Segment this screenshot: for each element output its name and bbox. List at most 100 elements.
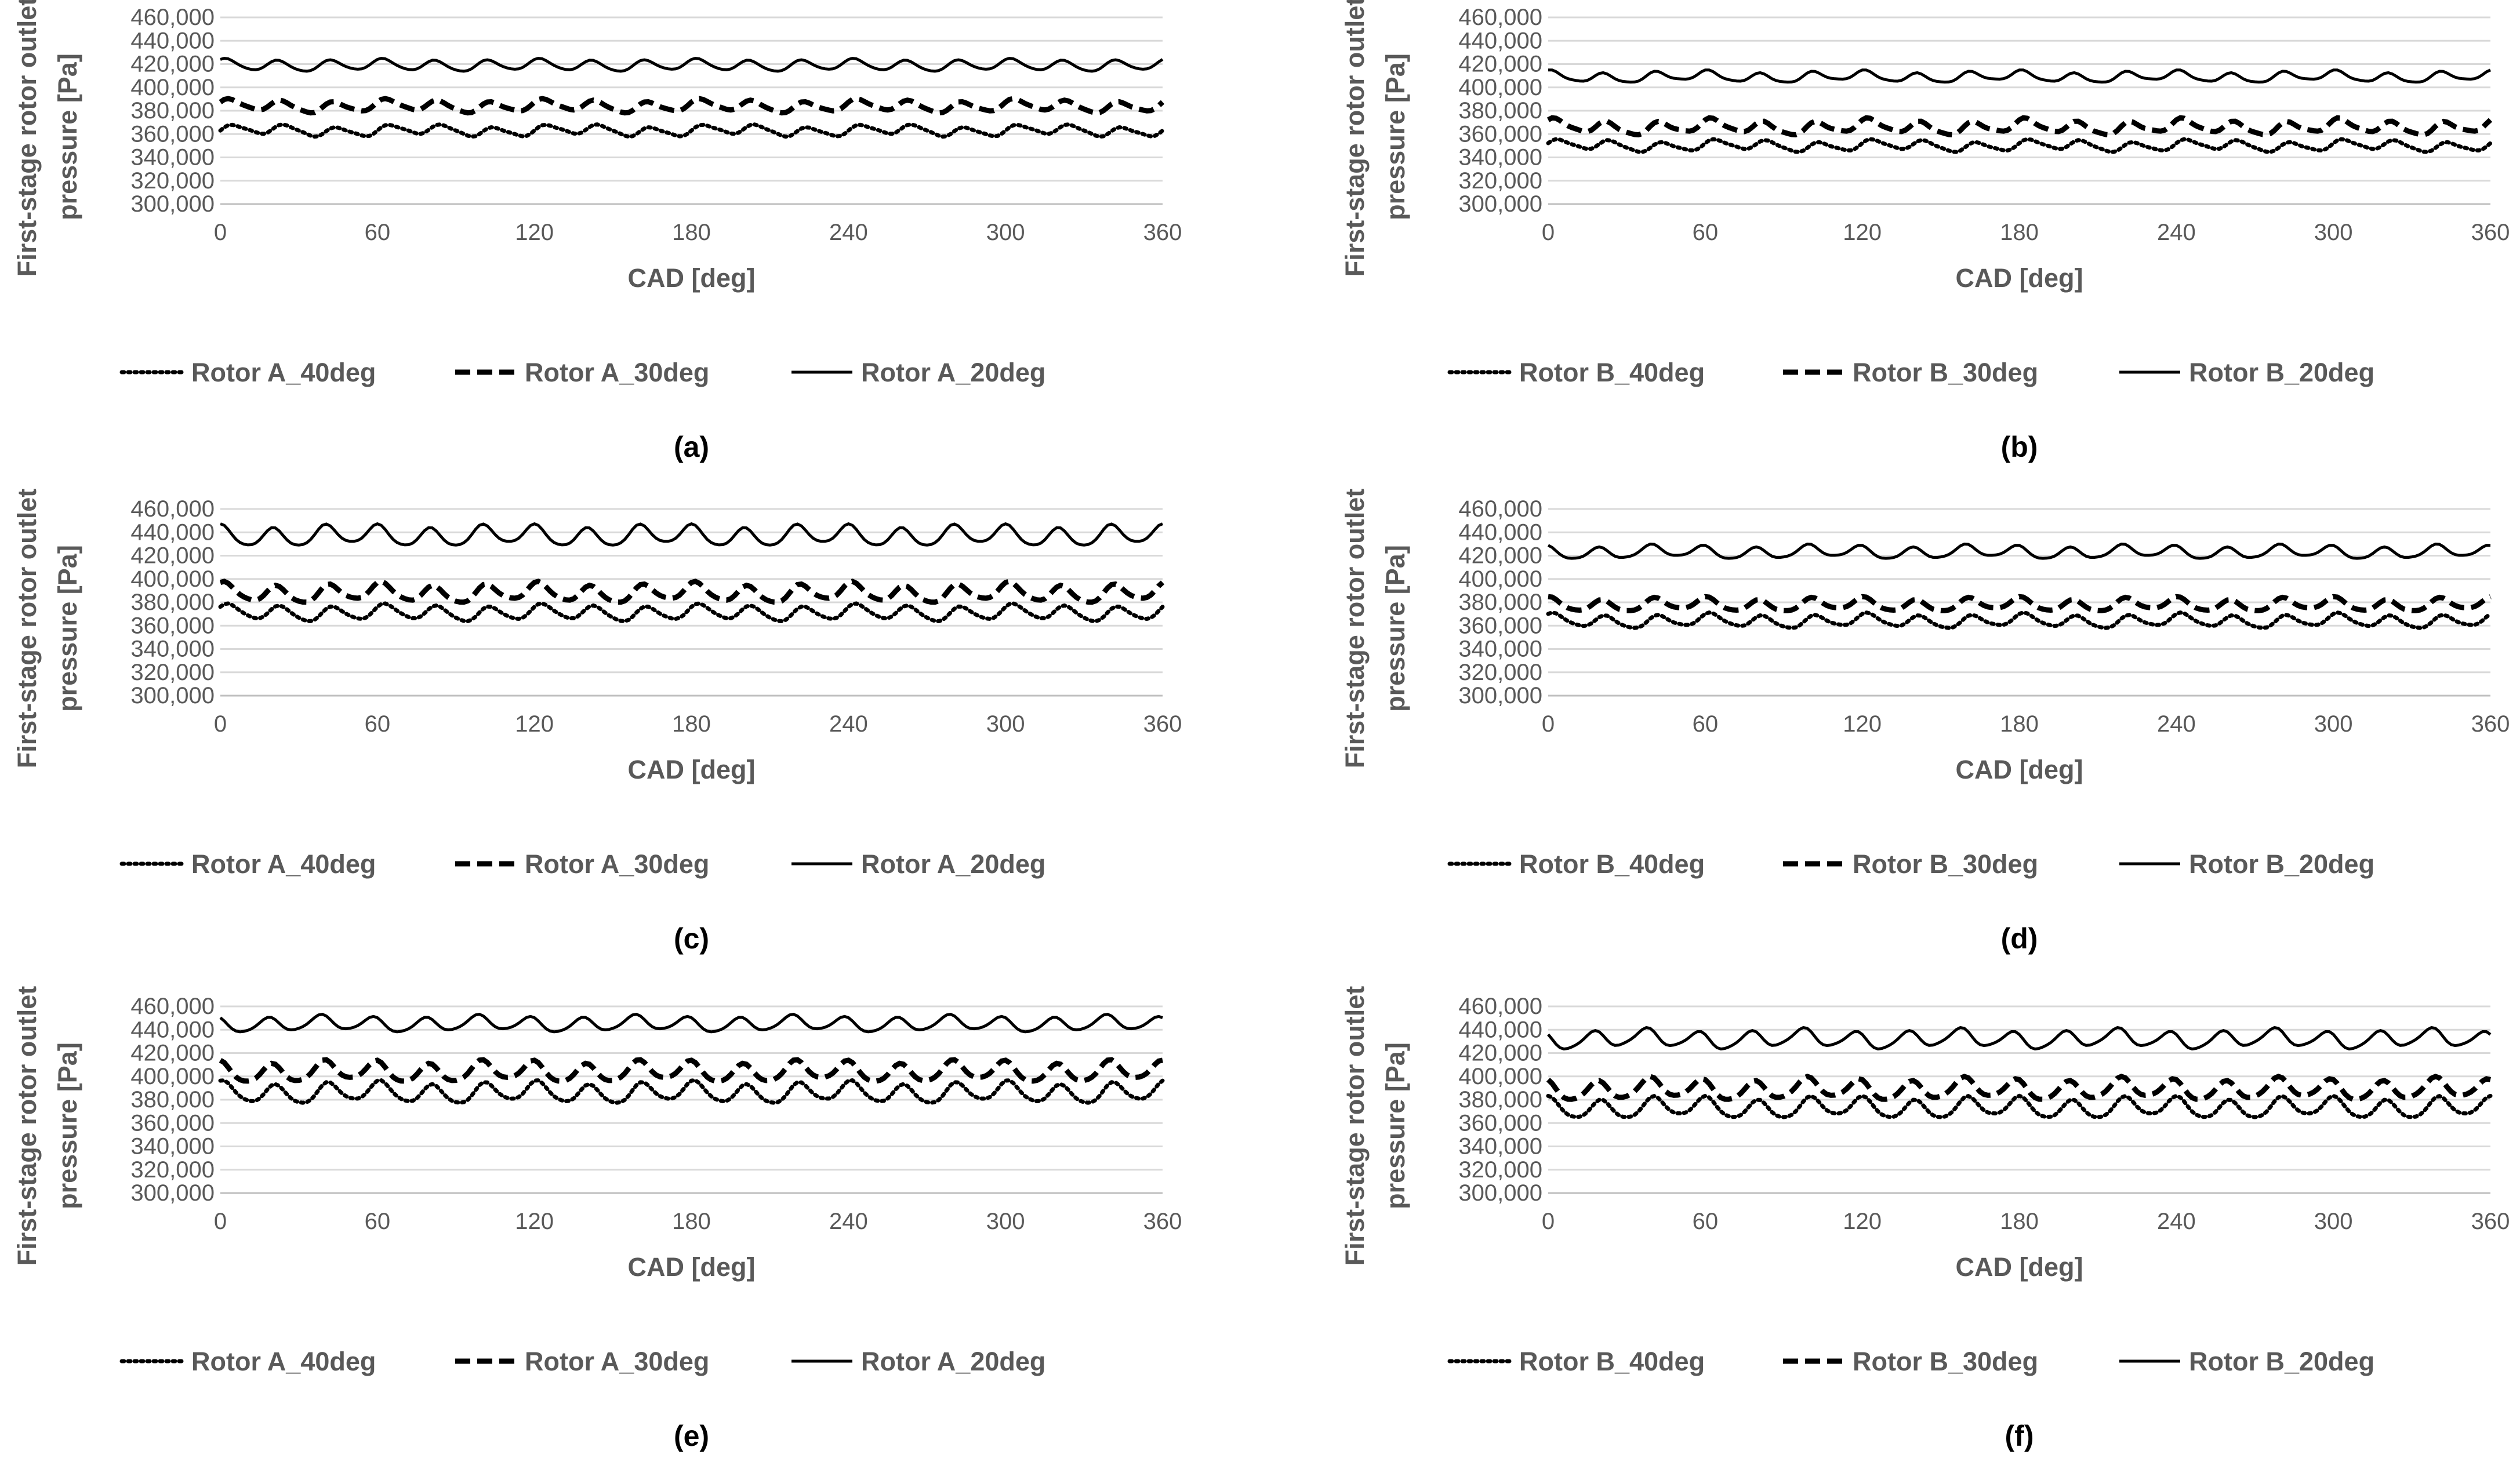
series-line-rotor-a-20deg — [220, 522, 1163, 547]
series-line-rotor-a-40deg — [218, 601, 1165, 624]
series-line-rotor-a-20deg — [219, 1013, 1163, 1034]
y-tick-label: 460,000 — [130, 5, 215, 30]
y-tick-label: 460,000 — [130, 994, 215, 1019]
y-axis-title-line-1: First-stage rotor outlet — [1340, 489, 1370, 769]
y-tick-label: 460,000 — [130, 496, 215, 522]
y-tick-label: 340,000 — [1458, 1134, 1542, 1159]
y-axis-title: First-stage rotor outlet pressure [Pa] — [1340, 986, 1410, 1266]
x-tick-label: 0 — [214, 1209, 227, 1234]
y-axis-title: First-stage rotor outlet pressure [Pa] — [12, 0, 82, 277]
series-line-rotor-a-40deg — [218, 122, 1165, 139]
panel-label: (e) — [674, 1420, 709, 1452]
x-tick-label: 60 — [365, 1209, 391, 1234]
series-line-rotor-b-30deg — [1548, 594, 2492, 613]
y-axis-title: First-stage rotor outlet pressure [Pa] — [12, 986, 82, 1266]
x-tick-label: 360 — [1143, 711, 1182, 737]
y-tick-label: 400,000 — [1458, 566, 1542, 592]
series-line-rotor-b-30deg — [1546, 115, 2493, 138]
y-tick-label: 300,000 — [1458, 1180, 1542, 1206]
series-line-rotor-a-20deg — [220, 56, 1164, 73]
chart-panel-f: 300,000320,000340,000360,000380,000400,0… — [1340, 986, 2510, 1452]
y-tick-label: 460,000 — [1458, 496, 1542, 522]
x-tick-label: 240 — [829, 220, 868, 245]
y-tick-label: 380,000 — [1458, 1087, 1542, 1112]
y-tick-label: 400,000 — [1458, 1064, 1542, 1089]
y-tick-label: 320,000 — [1458, 660, 1542, 685]
x-tick-label: 120 — [515, 711, 554, 737]
x-tick-label: 60 — [1693, 711, 1719, 737]
y-tick-label: 340,000 — [130, 145, 215, 170]
y-tick-label: 340,000 — [1458, 145, 1542, 170]
y-tick-label: 300,000 — [130, 1180, 215, 1206]
chart-panel-b: 300,000320,000340,000360,000380,000400,0… — [1340, 0, 2510, 463]
y-axis-title-line-1: First-stage rotor outlet — [12, 489, 42, 769]
x-tick-label: 120 — [515, 220, 554, 245]
x-tick-label: 360 — [2471, 1209, 2510, 1234]
x-tick-label: 300 — [986, 1209, 1025, 1234]
y-tick-label: 340,000 — [130, 637, 215, 662]
y-tick-label: 420,000 — [1458, 52, 1542, 77]
series-line-rotor-b-40deg — [1546, 610, 2493, 630]
x-tick-label: 360 — [1143, 1209, 1182, 1234]
series-line-rotor-b-40deg — [1546, 1093, 2493, 1119]
legend-label: Rotor A_20deg — [861, 849, 1045, 879]
legend-label: Rotor A_20deg — [861, 358, 1045, 387]
y-tick-label: 380,000 — [130, 1087, 215, 1112]
y-tick-label: 320,000 — [130, 1157, 215, 1183]
x-tick-label: 60 — [365, 711, 391, 737]
x-tick-label: 240 — [829, 1209, 868, 1234]
chart-panel-c: 300,000320,000340,000360,000380,000400,0… — [12, 489, 1182, 955]
x-tick-label: 120 — [515, 1209, 554, 1234]
legend-label: Rotor B_20deg — [2189, 1347, 2374, 1376]
y-tick-label: 300,000 — [130, 191, 215, 217]
y-tick-label: 440,000 — [1458, 28, 1542, 53]
series-line-rotor-a-30deg — [219, 96, 1165, 116]
x-tick-label: 240 — [2157, 1209, 2196, 1234]
y-tick-label: 360,000 — [1458, 613, 1542, 638]
y-tick-label: 400,000 — [130, 566, 215, 592]
y-axis-title-line-2: pressure [Pa] — [1381, 1042, 1410, 1209]
x-axis-title: CAD [deg] — [628, 1252, 756, 1282]
legend-label: Rotor B_40deg — [1519, 849, 1705, 879]
x-tick-label: 180 — [672, 711, 711, 737]
y-tick-label: 380,000 — [130, 590, 215, 615]
y-tick-label: 400,000 — [1458, 75, 1542, 100]
y-tick-label: 420,000 — [130, 543, 215, 569]
legend-label: Rotor A_30deg — [525, 358, 709, 387]
y-axis-title: First-stage rotor outlet pressure [Pa] — [1340, 489, 1410, 769]
y-tick-label: 440,000 — [130, 519, 215, 545]
x-axis-title: CAD [deg] — [1956, 755, 2083, 784]
x-tick-label: 300 — [2314, 711, 2353, 737]
x-axis-title: CAD [deg] — [628, 755, 756, 784]
panel-label: (f) — [2005, 1420, 2034, 1452]
x-tick-label: 60 — [1693, 220, 1719, 245]
y-axis-title-line-1: First-stage rotor outlet — [1340, 0, 1370, 277]
x-tick-label: 360 — [2471, 220, 2510, 245]
x-tick-label: 0 — [1542, 1209, 1555, 1234]
legend-label: Rotor A_30deg — [525, 849, 709, 879]
x-axis-title: CAD [deg] — [628, 263, 756, 293]
x-tick-label: 180 — [2000, 220, 2039, 245]
series-line-rotor-b-20deg — [1548, 68, 2492, 84]
y-tick-label: 320,000 — [1458, 1157, 1542, 1183]
x-tick-label: 60 — [365, 220, 391, 245]
y-tick-label: 360,000 — [130, 613, 215, 638]
panel-label: (c) — [674, 922, 709, 955]
y-axis-title-line-2: pressure [Pa] — [1381, 545, 1410, 712]
x-axis-title: CAD [deg] — [1956, 263, 2083, 293]
legend-label: Rotor B_20deg — [2189, 358, 2374, 387]
y-tick-label: 420,000 — [1458, 1041, 1542, 1066]
chart-panel-d: 300,000320,000340,000360,000380,000400,0… — [1340, 489, 2510, 955]
y-tick-label: 300,000 — [1458, 191, 1542, 217]
y-axis-title-line-2: pressure [Pa] — [53, 1042, 82, 1209]
x-tick-label: 120 — [1843, 220, 1882, 245]
series-line-rotor-b-20deg — [1547, 1026, 2492, 1051]
legend-label: Rotor B_40deg — [1519, 1347, 1705, 1376]
panel-label: (d) — [2001, 922, 2038, 955]
y-tick-label: 360,000 — [1458, 121, 1542, 147]
y-tick-label: 300,000 — [1458, 683, 1542, 708]
y-tick-label: 440,000 — [1458, 519, 1542, 545]
y-tick-label: 320,000 — [130, 660, 215, 685]
x-tick-label: 0 — [214, 711, 227, 737]
